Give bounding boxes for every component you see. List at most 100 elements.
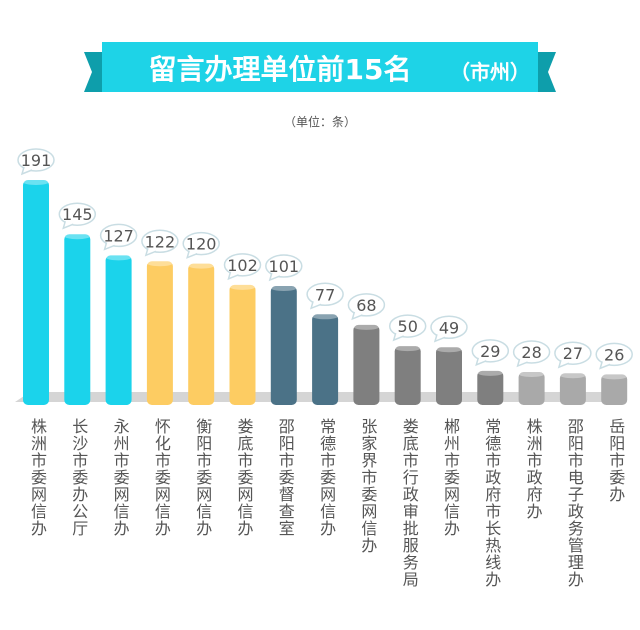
value-bubble (223, 253, 262, 277)
bar-6 (229, 284, 256, 405)
category-label: 株洲市委网信办 (28, 418, 47, 537)
category-label: 郴州市委网信办 (441, 418, 460, 537)
bubble-tail (516, 358, 528, 368)
bar-top-highlight (436, 346, 462, 353)
value-bubble (388, 314, 427, 338)
category-label: 常德市委网信办 (317, 418, 337, 537)
value-bubble (347, 293, 386, 317)
category-label: 娄底市行政审批服务局 (399, 418, 419, 588)
value-bubble (471, 339, 510, 363)
value-label: 29 (480, 342, 500, 361)
value-bubble (58, 202, 97, 226)
value-label: 77 (315, 285, 335, 304)
title-banner: 留言办理单位前15名 （市州） (84, 42, 556, 92)
bar-top-highlight (270, 285, 297, 292)
value-label: 68 (356, 296, 376, 315)
bar-12 (477, 370, 504, 405)
bubble-tail (392, 332, 404, 342)
bar-top-highlight (477, 369, 504, 376)
value-bubble (17, 148, 55, 172)
bar-top-highlight (229, 283, 256, 290)
value-bubble (512, 340, 551, 364)
banner-right-fold (536, 52, 556, 92)
bar-top-highlight (353, 323, 380, 330)
bar-top-highlight (312, 313, 339, 320)
bar-11 (436, 347, 462, 405)
value-label: 50 (398, 317, 418, 336)
value-label: 49 (439, 318, 459, 337)
category-label: 邵阳市委督查室 (275, 418, 295, 537)
bubble-tail (62, 220, 74, 230)
value-bubble (595, 342, 633, 367)
bar-top-highlight (188, 262, 215, 269)
bar-15 (601, 374, 628, 405)
banner-left-fold (84, 52, 104, 92)
value-label: 122 (145, 232, 176, 251)
value-bubble (430, 315, 468, 340)
value-bubble (265, 254, 303, 278)
bubble-tail (186, 250, 198, 259)
category-label: 长沙市委办公厅 (69, 418, 89, 537)
bar-top-highlight (518, 371, 545, 378)
bar-top-highlight (601, 373, 628, 380)
bubble-tail (20, 166, 33, 176)
category-label: 衡阳市委网信办 (193, 418, 213, 537)
category-label: 怀化市委网信办 (151, 418, 171, 537)
bar-top-highlight (23, 179, 49, 185)
value-label: 120 (186, 235, 217, 254)
bar-9 (353, 324, 380, 405)
unit-note: （单位：条） (283, 115, 356, 129)
bubble-tail (599, 361, 611, 370)
bubble-tail (433, 334, 446, 343)
bubble-tail (309, 301, 322, 310)
value-label: 28 (521, 343, 541, 362)
banner-title: 留言办理单位前15名 (149, 53, 412, 86)
bar-4 (146, 261, 173, 405)
bar-13 (518, 372, 545, 405)
category-label: 常德市政府市长热线办 (482, 418, 502, 588)
bar-3 (105, 255, 132, 405)
bar-14 (559, 373, 586, 405)
value-bubble (306, 282, 344, 307)
bubble-tail (144, 248, 157, 257)
value-label: 191 (21, 151, 52, 170)
bubble-tail (227, 271, 239, 281)
value-label: 127 (103, 226, 134, 245)
bar-2 (64, 234, 91, 405)
banner-title-suffix: （市州） (450, 60, 530, 84)
bubble-tail (351, 311, 363, 321)
value-bubble (554, 341, 592, 365)
bar-top-highlight (559, 372, 586, 379)
value-bubble (141, 229, 179, 254)
bar-top-highlight (146, 260, 173, 267)
value-label: 27 (563, 344, 583, 363)
bubble-tail (103, 242, 115, 251)
bar-top-highlight (64, 233, 91, 240)
value-label: 101 (269, 257, 300, 276)
bar-top-highlight (394, 345, 421, 352)
value-label: 145 (62, 205, 93, 224)
value-label: 26 (604, 345, 624, 364)
bubble-tail (268, 272, 281, 282)
banner-body (102, 42, 538, 92)
bar-top-highlight (105, 254, 132, 261)
bar-10 (394, 346, 421, 405)
bar-8 (312, 314, 339, 405)
bar-7 (270, 286, 297, 405)
bars-group: 191 145 127 122 120 102 101 77 68 50 49 29 28 27 26 (17, 148, 633, 405)
bar-5 (188, 263, 215, 405)
bubble-tail (475, 357, 487, 367)
category-label: 株洲市政府办 (523, 418, 543, 520)
category-label: 岳阳市委办 (606, 418, 626, 503)
category-label: 永州市委网信办 (110, 418, 130, 537)
value-bubble (99, 223, 138, 248)
category-label: 张家界市委网信办 (358, 418, 378, 554)
category-label: 娄底市委网信办 (234, 418, 254, 537)
value-bubble (182, 231, 220, 256)
value-label: 102 (227, 256, 258, 275)
bubble-tail (557, 359, 570, 369)
bar-1 (23, 180, 49, 405)
category-label: 邵阳市电子政务管理办 (564, 418, 584, 588)
